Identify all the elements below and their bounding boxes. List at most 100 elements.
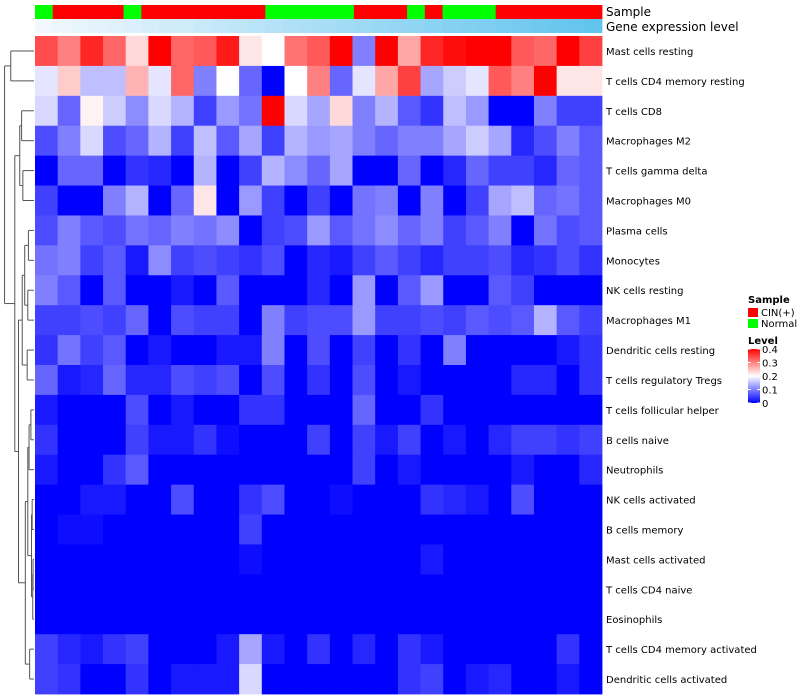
heatmap-cell (261, 185, 285, 216)
heatmap-cell (261, 155, 285, 186)
heatmap-cell (80, 454, 104, 486)
heatmap-cell (420, 484, 444, 515)
heatmap-cell (35, 544, 59, 575)
heatmap-cell (329, 604, 353, 635)
heatmap-cell (125, 604, 149, 635)
heatmap-cell (216, 95, 240, 127)
heatmap-cell (556, 664, 580, 695)
heatmap-cell (148, 544, 172, 575)
heatmap-cell (57, 185, 81, 216)
heatmap-cell (193, 95, 217, 127)
gene-annotation-cell (300, 19, 319, 33)
heatmap-cell (193, 544, 217, 575)
heatmap-cell (511, 215, 535, 246)
gene-annotation-cell (283, 19, 302, 33)
heatmap-cell (533, 454, 558, 486)
heatmap-cell (375, 574, 399, 605)
heatmap-cell (193, 245, 217, 276)
heatmap-cell (57, 65, 81, 97)
heatmap-cell (307, 544, 331, 575)
heatmap-cell (579, 664, 603, 695)
heatmap-cell (103, 604, 127, 635)
heatmap-cell (375, 305, 399, 336)
heatmap-cell (443, 275, 467, 306)
heatmap-cell (511, 604, 535, 635)
sample-annotation-cell (35, 5, 54, 19)
row-label: Macrophages M1 (606, 316, 691, 327)
heatmap-cell (465, 424, 489, 456)
heatmap-cell (261, 245, 285, 276)
heatmap-cell (375, 245, 399, 276)
heatmap-cell (556, 394, 580, 426)
heatmap-cell (443, 574, 467, 605)
heatmap-cell (80, 275, 104, 306)
heatmap-cell (397, 514, 421, 545)
heatmap-cell (125, 155, 149, 186)
heatmap-cell (420, 634, 444, 665)
heatmap-cell (171, 365, 195, 396)
heatmap-cell (35, 664, 59, 695)
heatmap-cell (307, 335, 331, 366)
heatmap-cell (443, 454, 467, 486)
heatmap-cell (307, 36, 331, 67)
heatmap-cell (35, 185, 59, 216)
heatmap-cell (352, 394, 376, 426)
heatmap-cell (443, 484, 467, 515)
heatmap-cell (125, 65, 149, 97)
gene-annotation-cell (407, 19, 426, 33)
heatmap-cell (488, 305, 512, 336)
legend-swatch-cin (748, 308, 758, 317)
heatmap-cell (284, 664, 308, 695)
heatmap-cell (579, 394, 603, 426)
heatmap-cell (329, 335, 353, 366)
heatmap-cell (171, 335, 195, 366)
heatmap-cell (488, 514, 512, 545)
heatmap-cell (420, 36, 444, 67)
heatmap-cell (35, 125, 59, 157)
heatmap-cell (533, 36, 558, 67)
gene-annotation-cell (548, 19, 567, 33)
heatmap-cell (420, 335, 444, 366)
gene-annotation-cell (247, 19, 266, 33)
sample-annotation-cell (407, 5, 426, 19)
sample-annotation-cell (212, 5, 231, 19)
heatmap-cell (533, 394, 558, 426)
heatmap-cell (35, 215, 59, 246)
heatmap-cell (35, 245, 59, 276)
heatmap-cell (375, 155, 399, 186)
sample-annotation-cell (247, 5, 266, 19)
heatmap-cell (329, 394, 353, 426)
gene-annotation-cell (123, 19, 142, 33)
heatmap-cell (375, 664, 399, 695)
gene-annotation-cell (265, 19, 284, 33)
heatmap-cell (579, 574, 603, 605)
heatmap-cell (352, 574, 376, 605)
heatmap-cell (261, 365, 285, 396)
heatmap-cell (193, 155, 217, 186)
heatmap-cell (465, 484, 489, 515)
heatmap-cell (533, 155, 558, 186)
heatmap-cell (465, 544, 489, 575)
heatmap-cell (125, 484, 149, 515)
heatmap-cell (511, 424, 535, 456)
heatmap-cell (511, 335, 535, 366)
heatmap-cell (511, 484, 535, 515)
heatmap-cell (465, 185, 489, 216)
heatmap-cell (488, 484, 512, 515)
heatmap-cell (488, 125, 512, 157)
heatmap-cell (443, 544, 467, 575)
heatmap-cell (511, 36, 535, 67)
heatmap-cell (35, 95, 59, 127)
heatmap-cell (80, 544, 104, 575)
heatmap-cell (125, 394, 149, 426)
row-label: NK cells resting (606, 286, 683, 297)
heatmap-cell (352, 424, 376, 456)
heatmap-cell (239, 65, 263, 97)
heatmap-cell (397, 604, 421, 635)
heatmap-cell (80, 155, 104, 186)
sample-annotation-cell (300, 5, 319, 19)
heatmap-cell (465, 394, 489, 426)
gene-annotation-cell (229, 19, 249, 33)
heatmap-cell (307, 394, 331, 426)
heatmap-cell (511, 365, 535, 396)
